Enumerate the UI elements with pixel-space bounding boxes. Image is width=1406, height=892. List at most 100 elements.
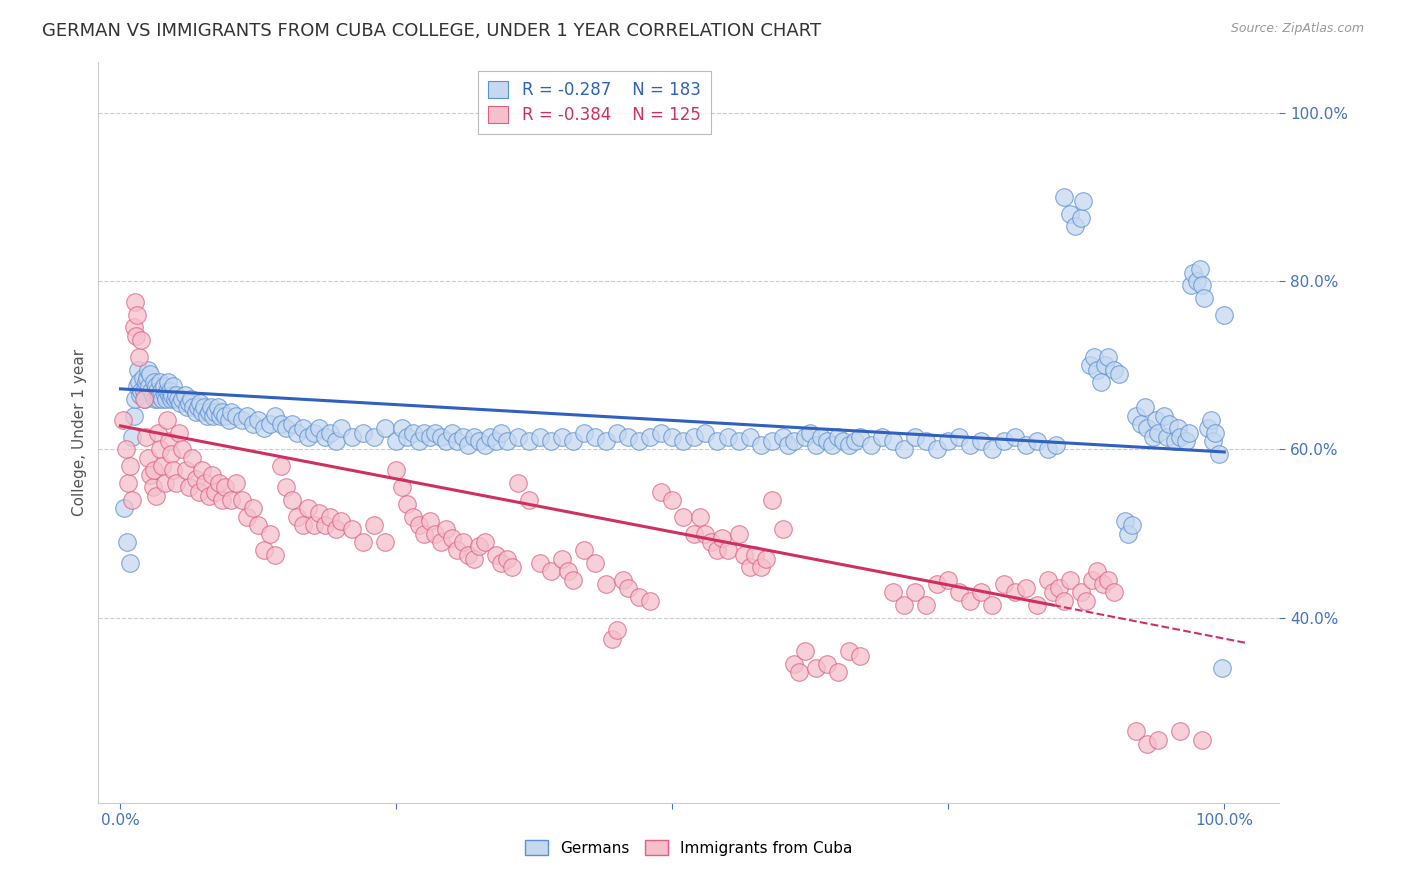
Point (253, 543, 276, 558)
Y-axis label: College, Under 1 year: College, Under 1 year (72, 349, 87, 516)
Point (173, 388, 195, 402)
Point (1047, 581, 1070, 595)
Point (136, 362, 159, 376)
Point (529, 430, 551, 444)
Point (253, 421, 276, 435)
Point (211, 492, 233, 507)
Point (1191, 278, 1213, 293)
Point (628, 590, 651, 604)
Point (617, 430, 640, 444)
Point (146, 392, 169, 406)
Point (1163, 434, 1185, 448)
Point (167, 392, 190, 406)
Point (128, 375, 150, 389)
Point (162, 463, 184, 477)
Point (1168, 430, 1191, 444)
Point (936, 434, 959, 448)
Point (700, 535, 723, 549)
Point (149, 375, 172, 389)
Point (419, 430, 441, 444)
Point (683, 430, 706, 444)
Point (129, 388, 152, 402)
Legend: Germans, Immigrants from Cuba: Germans, Immigrants from Cuba (519, 834, 859, 862)
Point (413, 425, 436, 440)
Point (815, 657, 838, 671)
Point (120, 459, 142, 474)
Point (122, 409, 145, 423)
Point (121, 430, 143, 444)
Point (219, 492, 242, 507)
Point (131, 384, 153, 398)
Point (374, 535, 396, 549)
Point (495, 434, 517, 448)
Point (904, 585, 927, 599)
Point (1070, 211, 1092, 225)
Point (981, 598, 1004, 612)
Point (270, 417, 292, 432)
Point (1213, 308, 1236, 322)
Point (231, 413, 253, 427)
Point (132, 384, 155, 398)
Point (1142, 430, 1164, 444)
Point (156, 413, 179, 427)
Point (1125, 724, 1147, 739)
Point (799, 425, 821, 440)
Point (970, 434, 993, 448)
Point (145, 379, 167, 393)
Point (191, 404, 214, 418)
Point (672, 509, 695, 524)
Point (174, 463, 197, 477)
Point (738, 430, 761, 444)
Point (1188, 261, 1211, 276)
Point (711, 531, 734, 545)
Point (330, 421, 353, 435)
Point (270, 459, 292, 474)
Point (1211, 661, 1233, 675)
Point (815, 434, 838, 448)
Point (1014, 438, 1036, 452)
Point (491, 425, 513, 440)
Point (772, 430, 794, 444)
Point (948, 430, 970, 444)
Point (434, 434, 457, 448)
Point (187, 484, 209, 499)
Point (141, 480, 163, 494)
Point (1097, 573, 1119, 587)
Point (1144, 413, 1167, 427)
Point (125, 379, 148, 393)
Point (749, 438, 772, 452)
Point (247, 413, 270, 427)
Point (540, 434, 562, 448)
Point (236, 409, 259, 423)
Point (148, 388, 170, 402)
Point (551, 551, 574, 566)
Point (408, 518, 430, 533)
Point (838, 644, 860, 658)
Point (231, 492, 253, 507)
Point (804, 661, 827, 675)
Point (264, 409, 287, 423)
Point (1059, 573, 1081, 587)
Point (1085, 362, 1108, 376)
Point (169, 396, 191, 410)
Point (936, 573, 959, 587)
Point (457, 438, 479, 452)
Point (155, 392, 177, 406)
Point (849, 648, 872, 663)
Point (1097, 350, 1119, 364)
Point (1053, 190, 1076, 204)
Point (893, 598, 915, 612)
Point (214, 480, 236, 494)
Point (325, 522, 347, 536)
Point (325, 434, 347, 448)
Point (125, 308, 148, 322)
Point (1083, 350, 1105, 364)
Point (706, 434, 728, 448)
Point (981, 442, 1004, 457)
Point (429, 535, 451, 549)
Point (167, 425, 190, 440)
Point (1157, 417, 1180, 432)
Point (1136, 737, 1159, 751)
Point (423, 526, 446, 541)
Point (308, 506, 330, 520)
